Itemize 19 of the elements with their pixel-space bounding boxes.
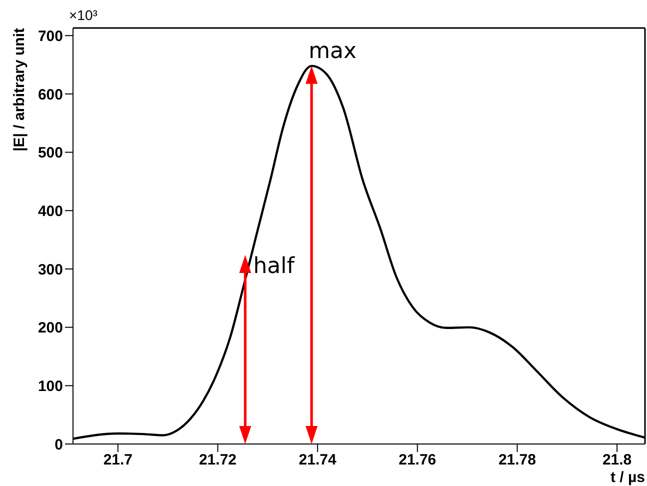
annotation: max	[308, 38, 357, 64]
y-tick-label: 500	[38, 144, 63, 162]
x-tick-label: 21.74	[298, 452, 337, 469]
text: ×10³	[69, 7, 98, 23]
x-tick-label: 21.7	[103, 452, 133, 469]
x-tick-label: 21.78	[498, 452, 536, 469]
y-tick-label: 600	[38, 86, 63, 104]
y-tick-label: 400	[38, 202, 63, 220]
x-axis-title: t / µs	[610, 469, 645, 486]
x-tick-label: 21.8	[602, 452, 632, 469]
x-tick-label: 21.72	[198, 452, 237, 469]
annotation: half	[253, 254, 296, 279]
y-tick-label: 200	[38, 320, 63, 337]
y-tick-label: 300	[38, 261, 63, 278]
y-axis-title: |E| / arbitrary unit	[11, 28, 28, 152]
x-tick-label: 21.76	[398, 452, 436, 469]
y-tick-label: 100	[38, 378, 63, 395]
y-tick-label: 0	[54, 436, 63, 454]
y-tick-label: 700	[38, 28, 63, 45]
